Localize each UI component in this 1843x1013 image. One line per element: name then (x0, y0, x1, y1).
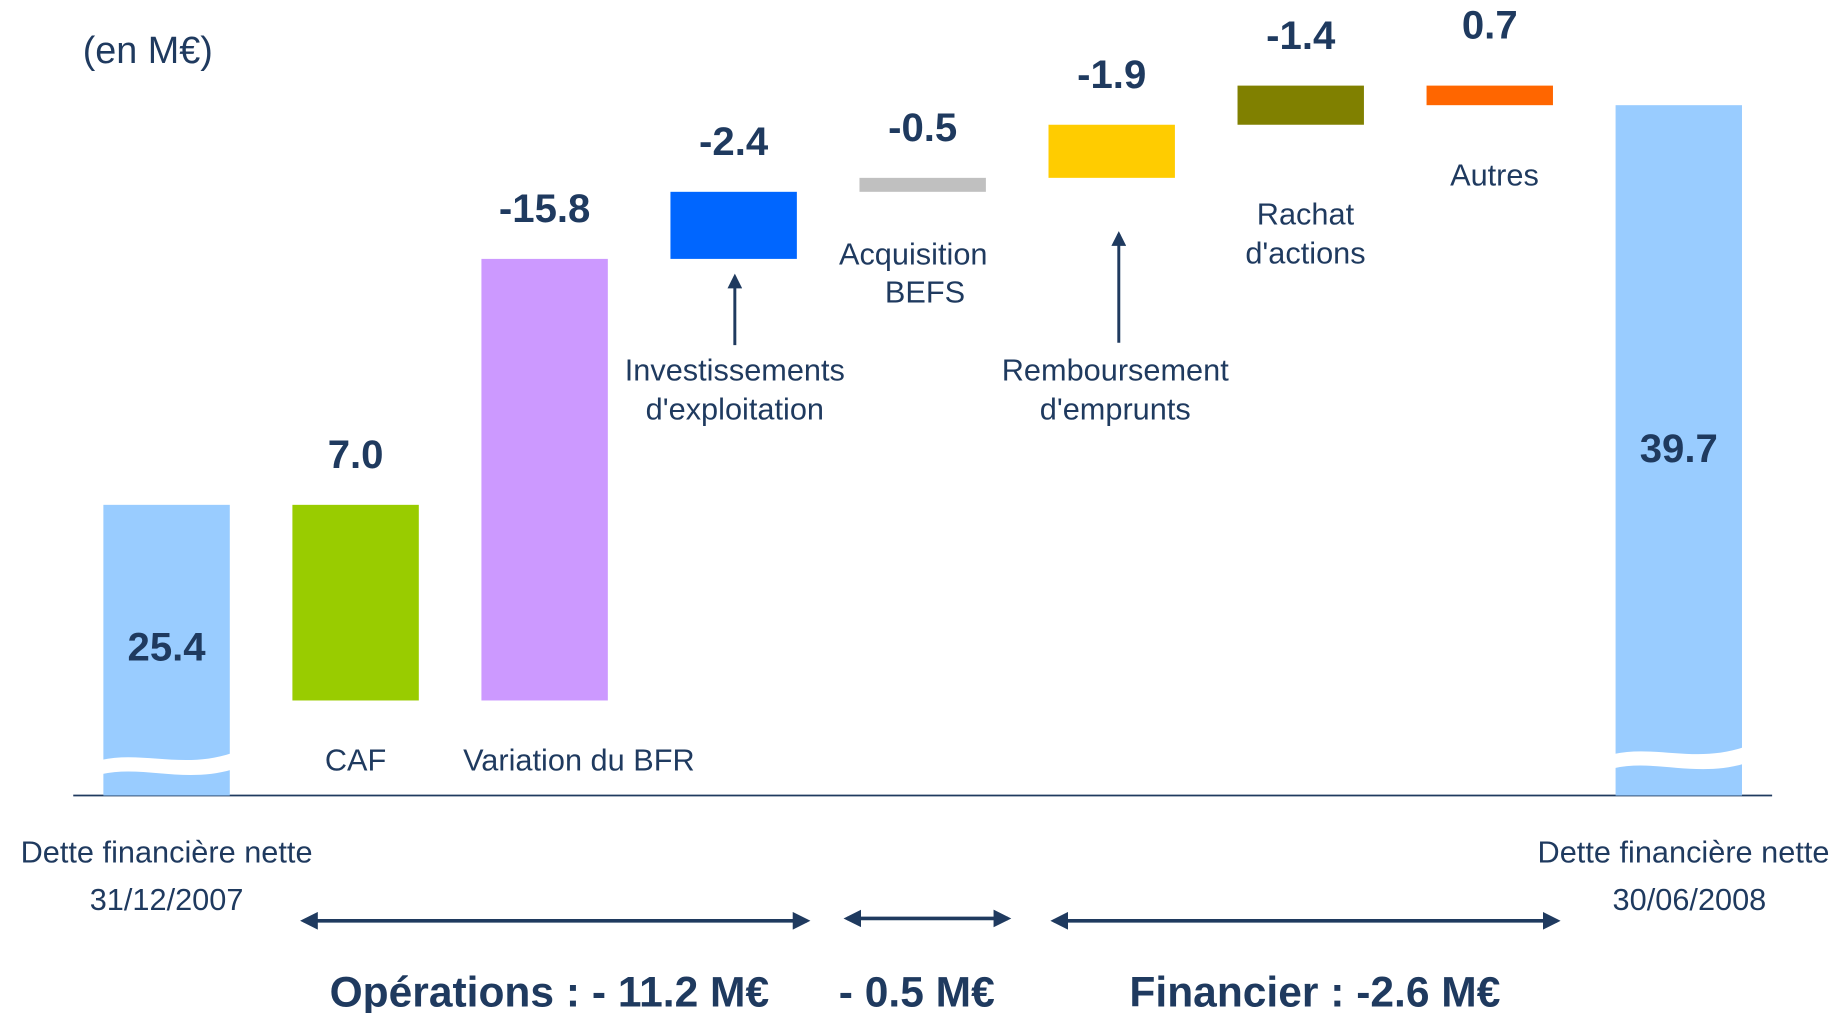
category-label: Acquisition (839, 237, 988, 272)
category-label: 31/12/2007 (90, 882, 244, 917)
group-label: - 0.5 M€ (839, 968, 995, 1013)
category-label: d'actions (1245, 235, 1365, 270)
value-label: 0.7 (1462, 2, 1518, 47)
category-label: Dette financière nette (1538, 835, 1830, 870)
category-label: Variation du BFR (463, 743, 695, 778)
category-label: 30/06/2008 (1613, 882, 1767, 917)
category-label: CAF (325, 743, 386, 778)
category-label: Remboursement (1002, 352, 1229, 387)
category-label: Autres (1450, 157, 1539, 192)
value-label: -0.5 (888, 105, 957, 150)
category-label: d'emprunts (1040, 391, 1191, 426)
bar (670, 191, 797, 259)
bar (1048, 124, 1175, 178)
bar (481, 258, 608, 701)
bar (859, 177, 986, 192)
value-label: -1.4 (1266, 13, 1336, 58)
bar (292, 504, 419, 701)
category-label: d'exploitation (646, 391, 824, 426)
axis-break (1613, 747, 1745, 770)
category-label: Dette financière nette (21, 835, 313, 870)
category-label: Investissements (625, 352, 845, 387)
bar (1615, 105, 1742, 796)
value-label: -1.9 (1077, 52, 1146, 97)
group-label: Financier : -2.6 M€ (1129, 968, 1500, 1013)
value-label: 7.0 (328, 432, 384, 477)
bar (103, 504, 230, 796)
chart-title: (en M€) (83, 30, 213, 72)
value-label: 39.7 (1640, 426, 1718, 471)
bar (1426, 85, 1553, 106)
value-label: -2.4 (699, 119, 769, 164)
axis-break (101, 752, 233, 775)
value-label: -15.8 (499, 186, 591, 231)
category-label: Rachat (1257, 196, 1355, 231)
value-label: 25.4 (128, 625, 207, 670)
category-label: BEFS (885, 274, 965, 309)
group-label: Opérations : - 11.2 M€ (330, 968, 770, 1013)
bar (1237, 85, 1364, 125)
